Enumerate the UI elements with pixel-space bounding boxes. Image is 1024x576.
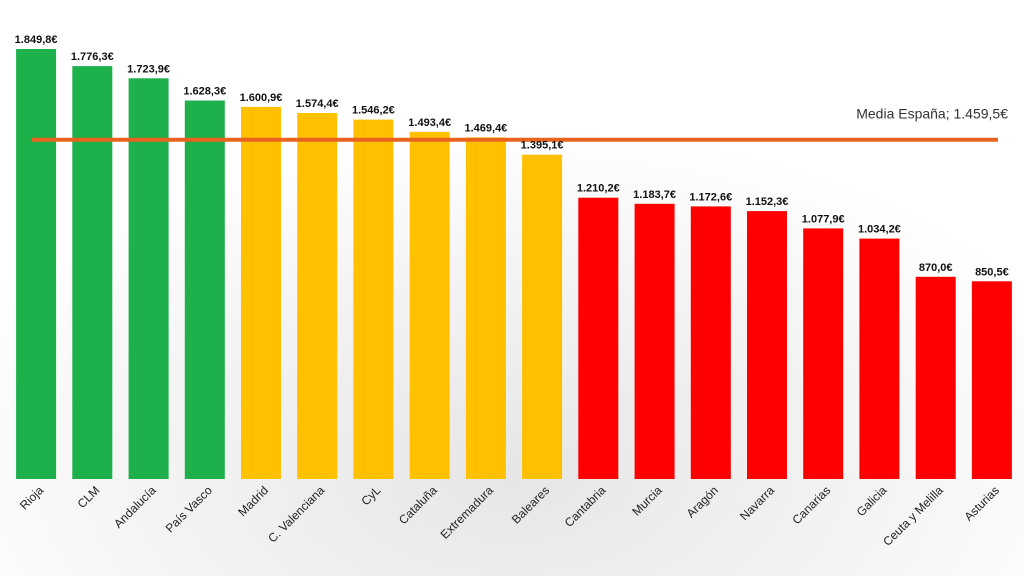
- bar-0: [16, 49, 57, 479]
- bar-4: [241, 106, 281, 480]
- value-label-1: 1.776,3€: [71, 51, 114, 63]
- value-label-2: 1.723,9€: [127, 63, 170, 75]
- value-label-6: 1.546,2€: [352, 105, 395, 117]
- bar-8: [465, 137, 506, 479]
- bar-9: [522, 154, 563, 479]
- bar-2: [128, 78, 169, 480]
- value-label-10: 1.210,2€: [577, 183, 620, 195]
- bars-layer: [16, 49, 1012, 480]
- bar-16: [915, 276, 956, 479]
- bar-10: [578, 197, 619, 479]
- value-label-9: 1.395,1€: [521, 140, 564, 152]
- value-label-3: 1.628,3€: [183, 86, 226, 98]
- value-label-15: 1.034,2€: [858, 224, 901, 236]
- bar-11: [634, 203, 675, 480]
- bar-14: [803, 228, 844, 479]
- value-label-12: 1.172,6€: [689, 191, 732, 203]
- bar-13: [747, 211, 787, 479]
- average-reference-label: Media España; 1.459,5€: [856, 106, 1008, 122]
- bar-7: [409, 131, 450, 480]
- bar-6: [353, 119, 394, 479]
- value-label-4: 1.600,9€: [240, 92, 283, 104]
- bar-1: [72, 66, 113, 479]
- value-label-0: 1.849,8€: [15, 34, 58, 46]
- value-label-8: 1.469,4€: [464, 122, 507, 134]
- value-label-17: 850,5€: [975, 266, 1009, 278]
- bar-12: [690, 206, 731, 479]
- value-label-7: 1.493,4€: [408, 117, 451, 129]
- bar-15: [859, 238, 900, 479]
- value-label-13: 1.152,3€: [746, 196, 789, 208]
- bar-5: [297, 113, 338, 479]
- value-label-11: 1.183,7€: [633, 189, 676, 201]
- value-label-16: 870,0€: [919, 262, 953, 274]
- value-label-5: 1.574,4€: [296, 98, 339, 110]
- bar-3: [184, 100, 225, 479]
- value-label-14: 1.077,9€: [802, 213, 845, 225]
- bar-17: [971, 281, 1012, 479]
